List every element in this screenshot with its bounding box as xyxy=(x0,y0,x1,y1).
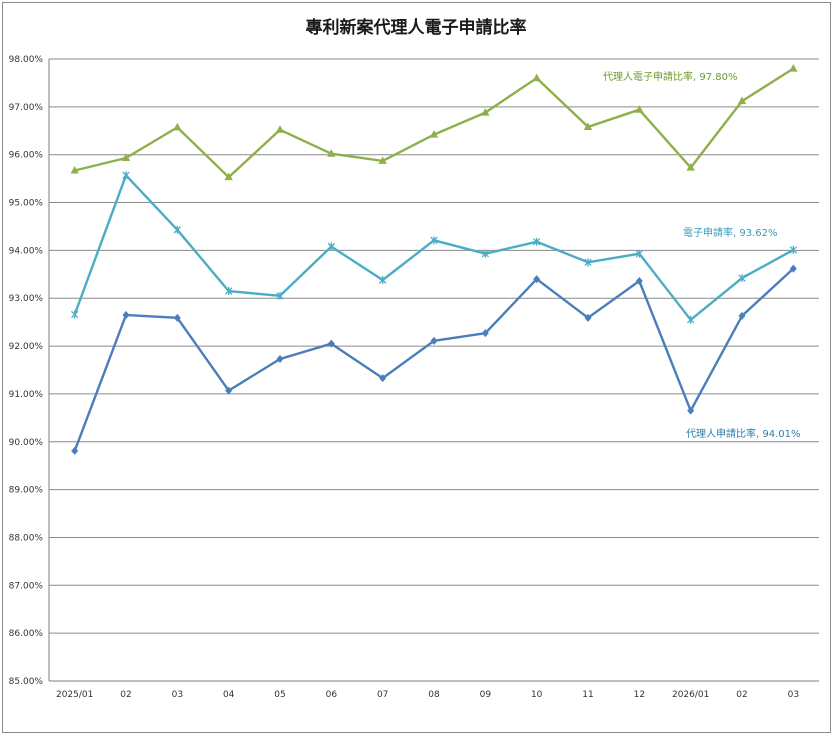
data-point-e_filing xyxy=(327,242,335,251)
data-point-e_filing xyxy=(687,315,695,324)
data-point-e_filing xyxy=(225,287,233,296)
chart-title: 專利新案代理人電子申請比率 xyxy=(306,17,527,38)
data-point-agent_e xyxy=(378,156,387,164)
series-line-agent_e xyxy=(74,67,794,179)
data-point-e_filing xyxy=(789,245,797,254)
data-point-agent_e xyxy=(789,64,798,72)
annotation-agent-filing-rate: 代理人申請比率, 94.01% xyxy=(686,427,801,440)
data-point-agent_e xyxy=(583,122,593,130)
data-point-agent xyxy=(789,264,797,273)
annotation-e-filing-rate: 電子申請率, 93.62% xyxy=(683,226,778,239)
data-point-agent xyxy=(379,374,387,383)
x-tick-label: 11 xyxy=(582,690,593,700)
x-tick-label: 08 xyxy=(428,690,440,700)
x-tick-label: 2025/01 xyxy=(56,690,93,700)
y-tick-label: 85.00% xyxy=(9,677,44,687)
data-point-agent xyxy=(173,313,181,322)
data-point-agent_e xyxy=(532,73,541,82)
data-point-agent_e xyxy=(481,108,490,116)
data-point-e_filing xyxy=(173,225,181,234)
data-point-agent_e xyxy=(429,130,439,138)
x-tick-label: 06 xyxy=(326,690,338,700)
data-point-agent_e xyxy=(327,149,336,157)
data-point-agent_e xyxy=(686,163,695,171)
data-point-e_filing xyxy=(481,249,489,258)
data-point-agent xyxy=(635,277,643,286)
x-tick-label: 12 xyxy=(634,690,645,700)
data-point-agent_e xyxy=(173,122,182,131)
data-point-agent xyxy=(430,336,438,345)
data-point-agent_e xyxy=(275,125,285,133)
data-point-agent xyxy=(481,329,489,338)
y-tick-label: 86.00% xyxy=(9,629,44,639)
y-tick-label: 88.00% xyxy=(9,533,44,543)
data-point-e_filing xyxy=(430,236,438,245)
data-point-e_filing xyxy=(71,310,79,319)
x-tick-label: 02 xyxy=(120,690,131,700)
data-point-agent xyxy=(687,406,695,415)
x-tick-label: 07 xyxy=(377,690,388,700)
y-tick-label: 92.00% xyxy=(9,342,44,352)
data-point-e_filing xyxy=(122,171,130,180)
y-tick-label: 97.00% xyxy=(9,103,44,113)
data-point-agent_e xyxy=(70,165,79,174)
x-tick-label: 03 xyxy=(788,690,799,700)
data-point-e_filing xyxy=(635,249,643,258)
data-point-agent xyxy=(276,354,284,363)
x-tick-label: 04 xyxy=(223,690,235,700)
x-tick-label: 09 xyxy=(480,690,492,700)
y-tick-label: 87.00% xyxy=(9,581,44,591)
annotation-agent-e-filing-rate: 代理人電子申請比率, 97.80% xyxy=(603,70,738,83)
x-tick-label: 2026/01 xyxy=(672,690,709,700)
y-tick-label: 91.00% xyxy=(9,390,44,400)
data-point-e_filing xyxy=(276,291,284,300)
y-tick-label: 94.00% xyxy=(9,246,44,256)
data-point-e_filing xyxy=(379,276,387,285)
y-tick-label: 93.00% xyxy=(9,294,44,304)
data-point-agent_e xyxy=(635,105,644,113)
y-tick-label: 89.00% xyxy=(9,486,44,496)
data-point-agent xyxy=(327,339,335,348)
x-tick-label: 02 xyxy=(736,690,747,700)
data-point-agent_e xyxy=(121,153,131,162)
y-tick-label: 96.00% xyxy=(9,151,44,161)
data-point-agent xyxy=(584,313,592,322)
data-point-agent xyxy=(738,311,746,320)
y-tick-label: 98.00% xyxy=(9,55,44,65)
data-point-e_filing xyxy=(533,237,541,246)
data-point-e_filing xyxy=(738,274,746,283)
data-point-agent_e xyxy=(224,172,233,181)
x-tick-label: 10 xyxy=(531,690,543,700)
data-point-agent_e xyxy=(737,96,747,105)
y-tick-label: 90.00% xyxy=(9,438,44,448)
y-tick-label: 95.00% xyxy=(9,199,44,209)
data-point-agent xyxy=(533,275,541,284)
data-point-e_filing xyxy=(584,258,592,267)
data-point-agent xyxy=(71,446,79,455)
x-tick-label: 03 xyxy=(172,690,183,700)
x-tick-label: 05 xyxy=(274,690,285,700)
data-point-agent xyxy=(225,386,233,395)
series-line-agent xyxy=(73,267,795,452)
data-point-agent xyxy=(122,310,130,319)
